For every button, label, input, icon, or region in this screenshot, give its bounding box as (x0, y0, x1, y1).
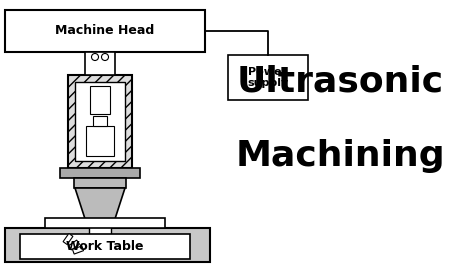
Bar (60, 168, 140, 178)
Bar (74, 178, 126, 188)
Bar (5, 228, 210, 262)
Text: Power
supply: Power supply (247, 67, 289, 88)
Polygon shape (75, 188, 125, 225)
Bar (75, 82, 125, 161)
Bar (85, 52, 115, 75)
Bar (5, 10, 205, 52)
Text: Machine Head: Machine Head (55, 24, 155, 38)
Bar (93, 116, 107, 126)
Bar (68, 75, 132, 168)
Circle shape (101, 53, 109, 60)
Circle shape (91, 53, 99, 60)
Bar (90, 86, 110, 114)
Bar (45, 218, 165, 228)
Bar (89, 225, 111, 239)
Bar (94, 239, 106, 257)
Bar (86, 126, 114, 156)
Text: Machining: Machining (235, 139, 445, 173)
Text: Work Table: Work Table (66, 240, 144, 253)
Polygon shape (68, 240, 80, 250)
Bar (20, 234, 190, 259)
Text: Ultrasonic: Ultrasonic (237, 64, 444, 98)
Polygon shape (63, 234, 73, 244)
Bar (228, 55, 308, 100)
Polygon shape (73, 246, 83, 254)
